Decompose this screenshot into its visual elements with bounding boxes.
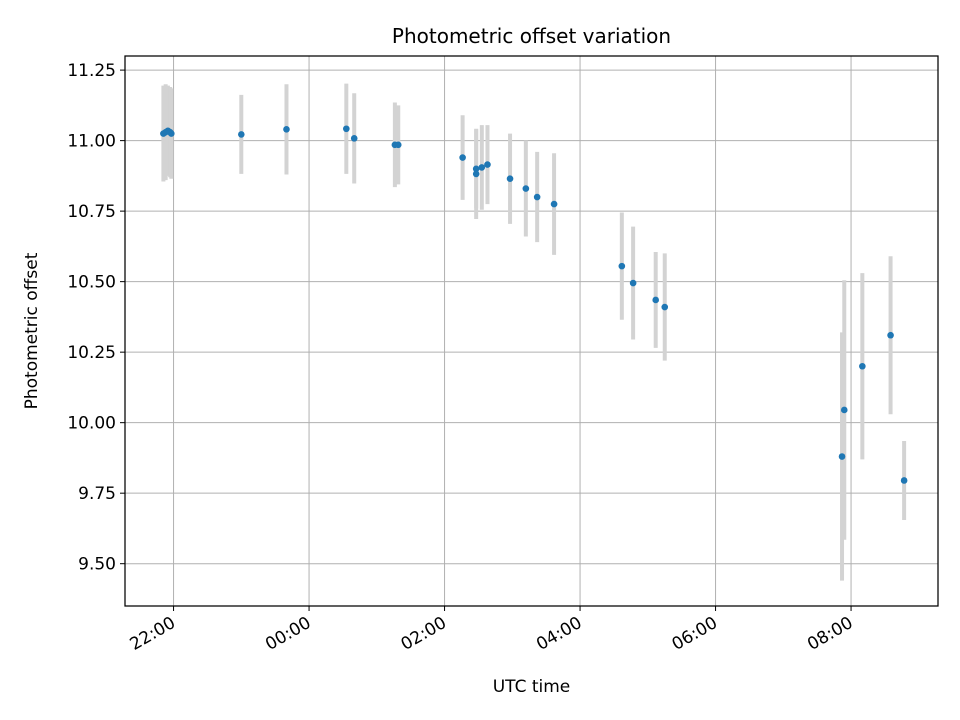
- data-point: [522, 185, 530, 192]
- data-point: [550, 200, 558, 208]
- data-point: [459, 154, 466, 161]
- x-tick-label: 00:00: [262, 613, 314, 655]
- data-point: [472, 165, 480, 173]
- y-tick-label: 11.00: [67, 132, 116, 152]
- x-tick-label: 06:00: [669, 613, 721, 655]
- y-tick-label: 10.75: [67, 202, 116, 222]
- data-point: [661, 303, 669, 311]
- x-tick-label: 08:00: [804, 613, 856, 655]
- data-point: [887, 331, 894, 339]
- data-point: [167, 130, 175, 137]
- y-tick-label: 10.50: [67, 273, 116, 293]
- data-point: [343, 125, 350, 133]
- data-point: [472, 170, 480, 178]
- data-point: [629, 279, 637, 287]
- y-tick-label: 9.75: [78, 484, 116, 504]
- error-bars: [161, 83, 907, 581]
- x-tick-label: 04:00: [533, 613, 585, 655]
- data-point: [350, 135, 358, 142]
- data-point: [652, 296, 660, 304]
- x-axis-label: UTC time: [493, 677, 571, 697]
- x-tick-label: 02:00: [398, 613, 450, 655]
- data-point: [506, 175, 514, 182]
- y-tick-label: 11.25: [67, 61, 116, 81]
- grid: [125, 56, 938, 606]
- data-point: [283, 126, 290, 133]
- y-tick-label: 10.25: [67, 343, 116, 363]
- y-axis-label: Photometric offset: [22, 252, 42, 409]
- data-point: [484, 161, 491, 168]
- data-point: [838, 453, 846, 460]
- data-point: [859, 362, 866, 370]
- data-point: [238, 131, 245, 138]
- data-points: [160, 125, 908, 484]
- y-tick-label: 9.50: [78, 555, 116, 575]
- chart-title: Photometric offset variation: [392, 24, 671, 48]
- y-tick-label: 10.00: [67, 414, 116, 434]
- data-point: [840, 406, 848, 414]
- data-point: [533, 193, 541, 201]
- data-point: [900, 477, 908, 484]
- x-tick-label: 22:00: [127, 613, 179, 655]
- data-point: [394, 141, 402, 149]
- data-point: [618, 262, 626, 270]
- plot-frame: [124, 55, 939, 607]
- data-point: [478, 164, 486, 171]
